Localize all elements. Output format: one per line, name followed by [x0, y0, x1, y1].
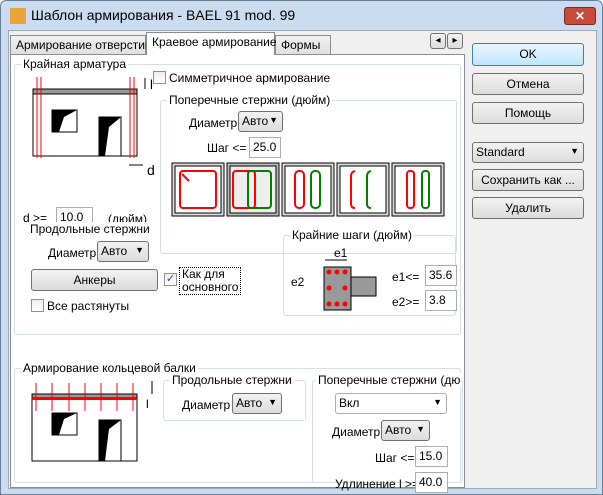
chevron-down-icon: ▼ — [268, 397, 277, 407]
longitudinal-diameter-select[interactable]: Авто ▼ — [97, 241, 149, 262]
template-select-value: Standard — [476, 145, 525, 159]
symmetric-checkbox[interactable] — [153, 71, 166, 84]
window-title: Шаблон армирования - BAEL 91 mod. 99 — [31, 7, 296, 23]
same-as-main-label-2: основного — [182, 280, 239, 294]
cancel-button[interactable]: Отмена — [472, 73, 584, 95]
ring-extension-input[interactable]: 40.0 — [415, 472, 448, 493]
transverse-step-label: Шаг <= — [207, 141, 247, 155]
tab-forms[interactable]: Формы — [275, 35, 331, 54]
tab-scroll-right[interactable]: ▸ — [447, 33, 463, 49]
e1-diagram-label: e1 — [334, 246, 348, 260]
chevron-down-icon: ▼ — [570, 146, 579, 156]
ring-longitudinal-group: Продольные стержни — [163, 373, 306, 421]
e1-input[interactable]: 35.6 — [425, 265, 457, 286]
ring-beam-group: Армирование кольцевой балки — [14, 361, 461, 483]
ring-transverse-step-label: Шаг <= — [375, 451, 415, 465]
dim-l-label: l — [150, 77, 153, 92]
ok-button[interactable]: OK — [472, 43, 584, 66]
symmetric-label: Симметричное армирование — [169, 71, 331, 85]
ring-longitudinal-diameter-value: Авто — [236, 396, 263, 410]
chevron-down-icon: ▼ — [135, 245, 144, 255]
delete-button[interactable]: Удалить — [472, 197, 584, 219]
edge-rebar-title: Крайная арматура — [21, 57, 129, 71]
stirrup-pattern-5[interactable] — [391, 162, 445, 217]
ring-longitudinal-diameter-label: Диаметр — [182, 398, 231, 412]
ring-beam-diagram: l — [31, 381, 153, 462]
edge-steps-diagram: e1 e2 — [291, 246, 377, 311]
edge-transverse-group: Поперечные стержни (дюйм) — [160, 93, 457, 254]
same-as-main-checkbox[interactable]: ✓ — [164, 273, 177, 286]
app-icon — [10, 8, 26, 24]
ring-beam-title: Армирование кольцевой балки — [21, 361, 198, 375]
all-tension-checkbox[interactable] — [31, 299, 44, 312]
close-button[interactable]: ✕ — [564, 7, 596, 25]
transverse-diameter-value: Авто — [242, 114, 269, 128]
ring-transverse-diameter-select[interactable]: Авто ▼ — [381, 420, 430, 441]
anchors-button[interactable]: Анкеры — [31, 269, 158, 291]
same-as-main-label: Как для основного — [179, 267, 242, 295]
same-as-main-label-1: Как для — [182, 267, 225, 281]
stirrup-pattern-4[interactable] — [336, 162, 390, 217]
ring-transverse-step-input[interactable]: 15.0 — [415, 446, 448, 467]
ring-longitudinal-diameter-select[interactable]: Авто ▼ — [232, 393, 282, 414]
client-area: Армирование отверстий Краевое армировани… — [8, 30, 597, 493]
d-label: d >= — [23, 211, 48, 225]
edge-rebar-diagram: l d — [32, 77, 155, 175]
transverse-diameter-label: Диаметр — [189, 116, 238, 130]
stirrup-pattern-1[interactable] — [171, 162, 225, 217]
longitudinal-diameter-label: Диаметр — [48, 246, 97, 260]
ring-transverse-mode-value: Вкл — [339, 396, 360, 410]
e2-label: e2>= — [392, 295, 420, 309]
ring-transverse-diameter-value: Авто — [385, 423, 412, 437]
longitudinal-diameter-value: Авто — [101, 244, 128, 258]
ring-dim-l-label: l — [146, 397, 149, 411]
template-select[interactable]: Standard ▼ — [472, 142, 584, 163]
transverse-step-input[interactable]: 25.0 — [249, 137, 281, 158]
transverse-diameter-select[interactable]: Авто ▼ — [238, 111, 283, 132]
e2-diagram-label: e2 — [291, 275, 305, 289]
edge-longitudinal-title: Продольные стержни — [28, 222, 152, 236]
ring-transverse-mode-select[interactable]: Вкл ▼ — [335, 393, 447, 414]
help-button[interactable]: Помощь — [472, 102, 584, 124]
ring-transverse-title: Поперечные стержни (дюйм) — [316, 373, 461, 387]
all-tension-label: Все растянуты — [47, 299, 130, 313]
edge-transverse-title: Поперечные стержни (дюйм) — [167, 93, 333, 107]
edge-steps-title: Крайние шаги (дюйм) — [290, 228, 415, 242]
chevron-down-icon: ▼ — [433, 397, 442, 407]
stirrup-pattern-2[interactable] — [226, 162, 280, 217]
tab-hole-reinforcement[interactable]: Армирование отверстий — [10, 35, 152, 54]
edge-rebar-group: Крайная арматура — [14, 57, 461, 335]
stirrup-pattern-3[interactable] — [281, 162, 335, 217]
chevron-down-icon: ▼ — [269, 115, 278, 125]
edge-longitudinal-group: Продольные стержни — [22, 222, 272, 325]
ring-transverse-group: Поперечные стержни (дюйм) — [312, 373, 463, 483]
save-as-button[interactable]: Сохранить как ... — [472, 169, 584, 191]
ring-transverse-diameter-label: Диаметр — [332, 425, 381, 439]
stirrup-patterns — [171, 162, 445, 217]
chevron-down-icon: ▼ — [416, 424, 425, 434]
tab-edge-reinforcement[interactable]: Краевое армирование — [146, 32, 277, 55]
e1-label: e1<= — [392, 270, 420, 284]
ring-extension-label: Удлинение l >= — [335, 477, 420, 491]
dim-d-label: d — [147, 162, 155, 175]
ring-longitudinal-title: Продольные стержни — [170, 373, 294, 387]
e2-input[interactable]: 3.8 — [425, 290, 457, 311]
tab-scroll-left[interactable]: ◂ — [430, 33, 446, 49]
edge-reinforcement-panel: Крайная арматура l d Симметричное армиро… — [10, 54, 465, 493]
